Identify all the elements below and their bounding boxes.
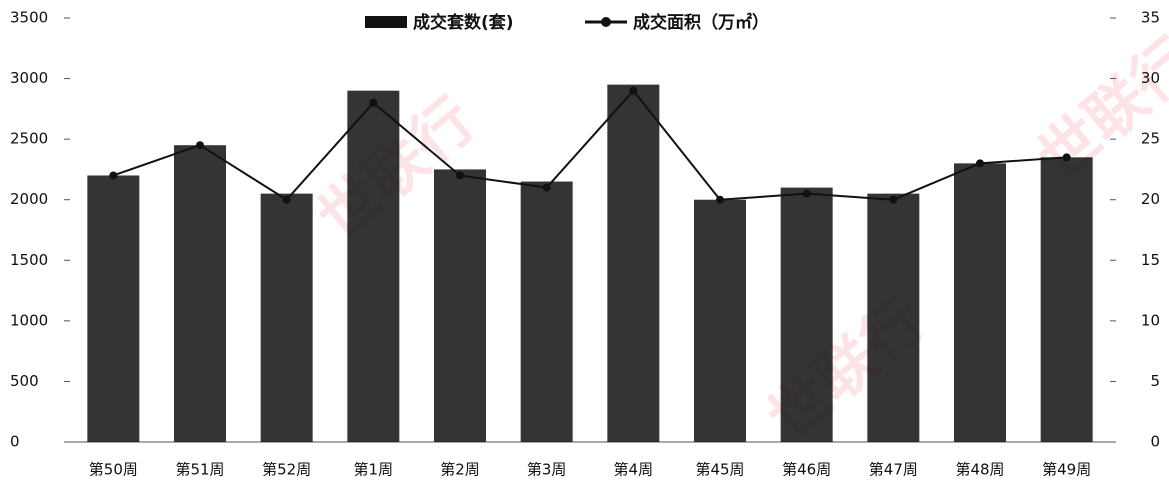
x-tick-label: 第49周 — [1042, 461, 1091, 479]
bar — [520, 181, 573, 443]
y-tick-label: 3000 — [10, 69, 48, 87]
y2-tick-label: 25 — [1141, 130, 1160, 148]
y-tick-label: 3500 — [10, 9, 48, 27]
bar — [1040, 157, 1093, 443]
legend: 成交套数(套) 成交面积（万㎡） — [365, 12, 769, 33]
bar — [434, 169, 486, 442]
line-point — [282, 195, 291, 204]
bar — [694, 199, 746, 442]
line-point — [456, 171, 464, 180]
x-tick-label: 第1周 — [354, 461, 394, 479]
line-point — [889, 195, 898, 204]
x-tick-label: 第3周 — [527, 461, 567, 479]
line-point — [629, 86, 638, 95]
y-tick-label: 1500 — [10, 251, 48, 269]
x-tick-label: 第50周 — [89, 461, 138, 479]
bar — [347, 90, 400, 442]
line-point — [196, 141, 204, 150]
y-tick-label: 0 — [10, 433, 20, 451]
bar — [867, 193, 920, 442]
y-tick-label: 2000 — [10, 190, 48, 208]
line-point — [1062, 153, 1071, 162]
line-point — [976, 159, 984, 168]
legend-label: 成交面积（万㎡） — [633, 12, 769, 33]
y-tick-label: 1000 — [10, 311, 48, 329]
x-tick-label: 第46周 — [782, 461, 831, 479]
y-tick-label: 2500 — [10, 130, 48, 148]
x-tick-label: 第48周 — [955, 461, 1004, 479]
line — [113, 89, 1067, 202]
bar — [954, 163, 1006, 442]
line-point — [802, 189, 811, 198]
x-tick-label: 第47周 — [869, 461, 918, 479]
y2-tick-label: 35 — [1141, 9, 1160, 27]
x-tick-label: 第4周 — [614, 461, 654, 479]
line-point — [542, 183, 551, 192]
y2-tick-label: 30 — [1141, 69, 1160, 87]
line-point — [716, 195, 724, 204]
y2-tick-label: 20 — [1141, 190, 1160, 208]
bar — [780, 187, 833, 442]
x-tick-label: 第52周 — [262, 461, 311, 479]
y2-tick-label: 5 — [1150, 372, 1160, 390]
legend-swatch — [601, 17, 611, 27]
y2-tick-label: 15 — [1141, 251, 1160, 269]
line-point — [109, 171, 118, 180]
x-tick-label: 第51周 — [175, 461, 224, 479]
y2-tick-label: 10 — [1141, 311, 1160, 329]
legend-label: 成交套数(套) — [413, 12, 514, 33]
bar — [87, 175, 140, 442]
legend-swatch — [365, 16, 407, 28]
x-tick-label: 第2周 — [440, 461, 480, 479]
line-point — [369, 98, 378, 107]
bar — [607, 84, 660, 442]
x-tick-label: 第45周 — [695, 461, 744, 479]
bar — [174, 145, 226, 442]
y2-tick-label: 0 — [1150, 433, 1160, 451]
bar — [260, 193, 313, 442]
y-tick-label: 500 — [10, 372, 39, 390]
